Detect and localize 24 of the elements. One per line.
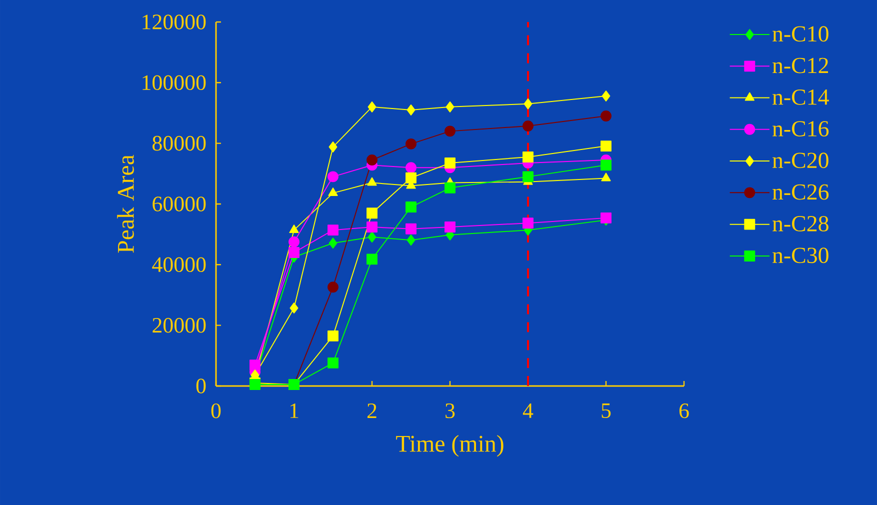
x-tick-label: 4 [522,403,534,418]
legend-label: n-C30 [772,248,828,264]
legend-label: n-C10 [772,26,828,42]
x-tick-label: 0 [211,403,221,418]
x-tick-label: 3 [446,403,455,418]
y-tick-label: 100000 [142,75,206,90]
legend-label: n-C20 [772,152,828,168]
x-tick-label: 5 [602,403,611,418]
y-axis-title: Peak Area [117,154,134,253]
y-tick-label: 80000 [152,136,206,151]
legend-label: n-C26 [772,184,829,200]
y-tick-label: 40000 [152,257,206,272]
legend-label: n-C16 [772,121,829,136]
x-axis-title: Time (min) [396,435,504,457]
legend-label: n-C14 [772,89,829,105]
y-tick-label: 20000 [152,318,206,333]
y-tick-label: 60000 [152,196,206,212]
x-tick-label: 1 [290,403,298,418]
legend-label: n-C28 [772,216,828,232]
legend-label: n-C12 [772,58,828,74]
y-tick-label: 120000 [142,14,206,30]
x-tick-label: 2 [367,403,376,418]
y-tick-label: 0 [196,378,206,394]
x-tick-label: 6 [679,403,689,418]
